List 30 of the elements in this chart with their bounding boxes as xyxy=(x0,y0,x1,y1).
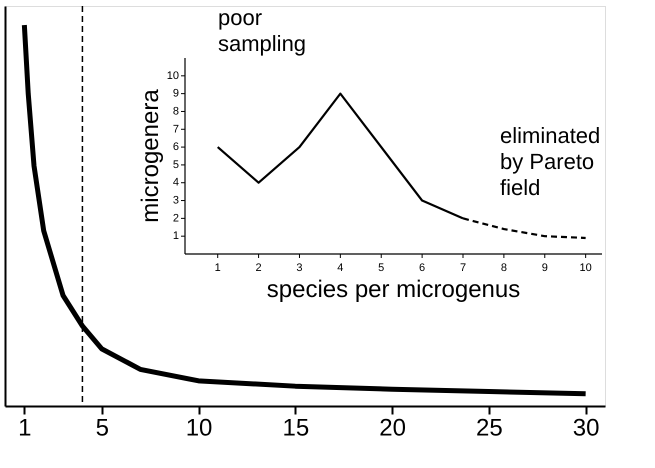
x-axis-title: species per microgenus xyxy=(266,276,520,303)
x-tick-label: 9 xyxy=(542,262,548,274)
y-tick-label: 2 xyxy=(172,212,179,224)
y-tick-label: 7 xyxy=(172,123,179,136)
x-tick-label: 1 xyxy=(214,262,221,274)
x-tick-label: 20 xyxy=(379,414,406,442)
y-tick-label: 4 xyxy=(172,176,179,189)
y-tick-label: 1 xyxy=(172,230,179,242)
x-tick-label: 8 xyxy=(500,262,507,274)
x-tick-label: 1 xyxy=(18,414,32,442)
x-tick-label: 5 xyxy=(96,414,109,442)
y-tick-label: 9 xyxy=(172,88,179,100)
y-tick-label: 5 xyxy=(172,158,179,171)
x-tick-label: 25 xyxy=(476,414,503,442)
x-tick-label: 15 xyxy=(282,414,310,442)
y-tick-label: 10 xyxy=(166,70,179,82)
x-tick-label: 2 xyxy=(256,262,262,274)
x-tick-label: 4 xyxy=(337,262,344,274)
y-tick-label: 6 xyxy=(172,141,179,154)
x-tick-label: 30 xyxy=(572,414,600,442)
x-tick-label: 5 xyxy=(378,262,384,274)
annotation: eliminated by Pareto field xyxy=(500,123,600,200)
x-tick-label: 7 xyxy=(460,262,466,274)
y-tick-label: 3 xyxy=(172,194,179,207)
x-tick-label: 3 xyxy=(296,262,303,274)
y-tick-label: 8 xyxy=(172,105,179,118)
y-axis-title: microgenera xyxy=(137,88,164,223)
x-tick-label: 6 xyxy=(419,262,426,274)
x-tick-label: 10 xyxy=(580,262,592,274)
annotation: poor sampling xyxy=(218,5,306,56)
